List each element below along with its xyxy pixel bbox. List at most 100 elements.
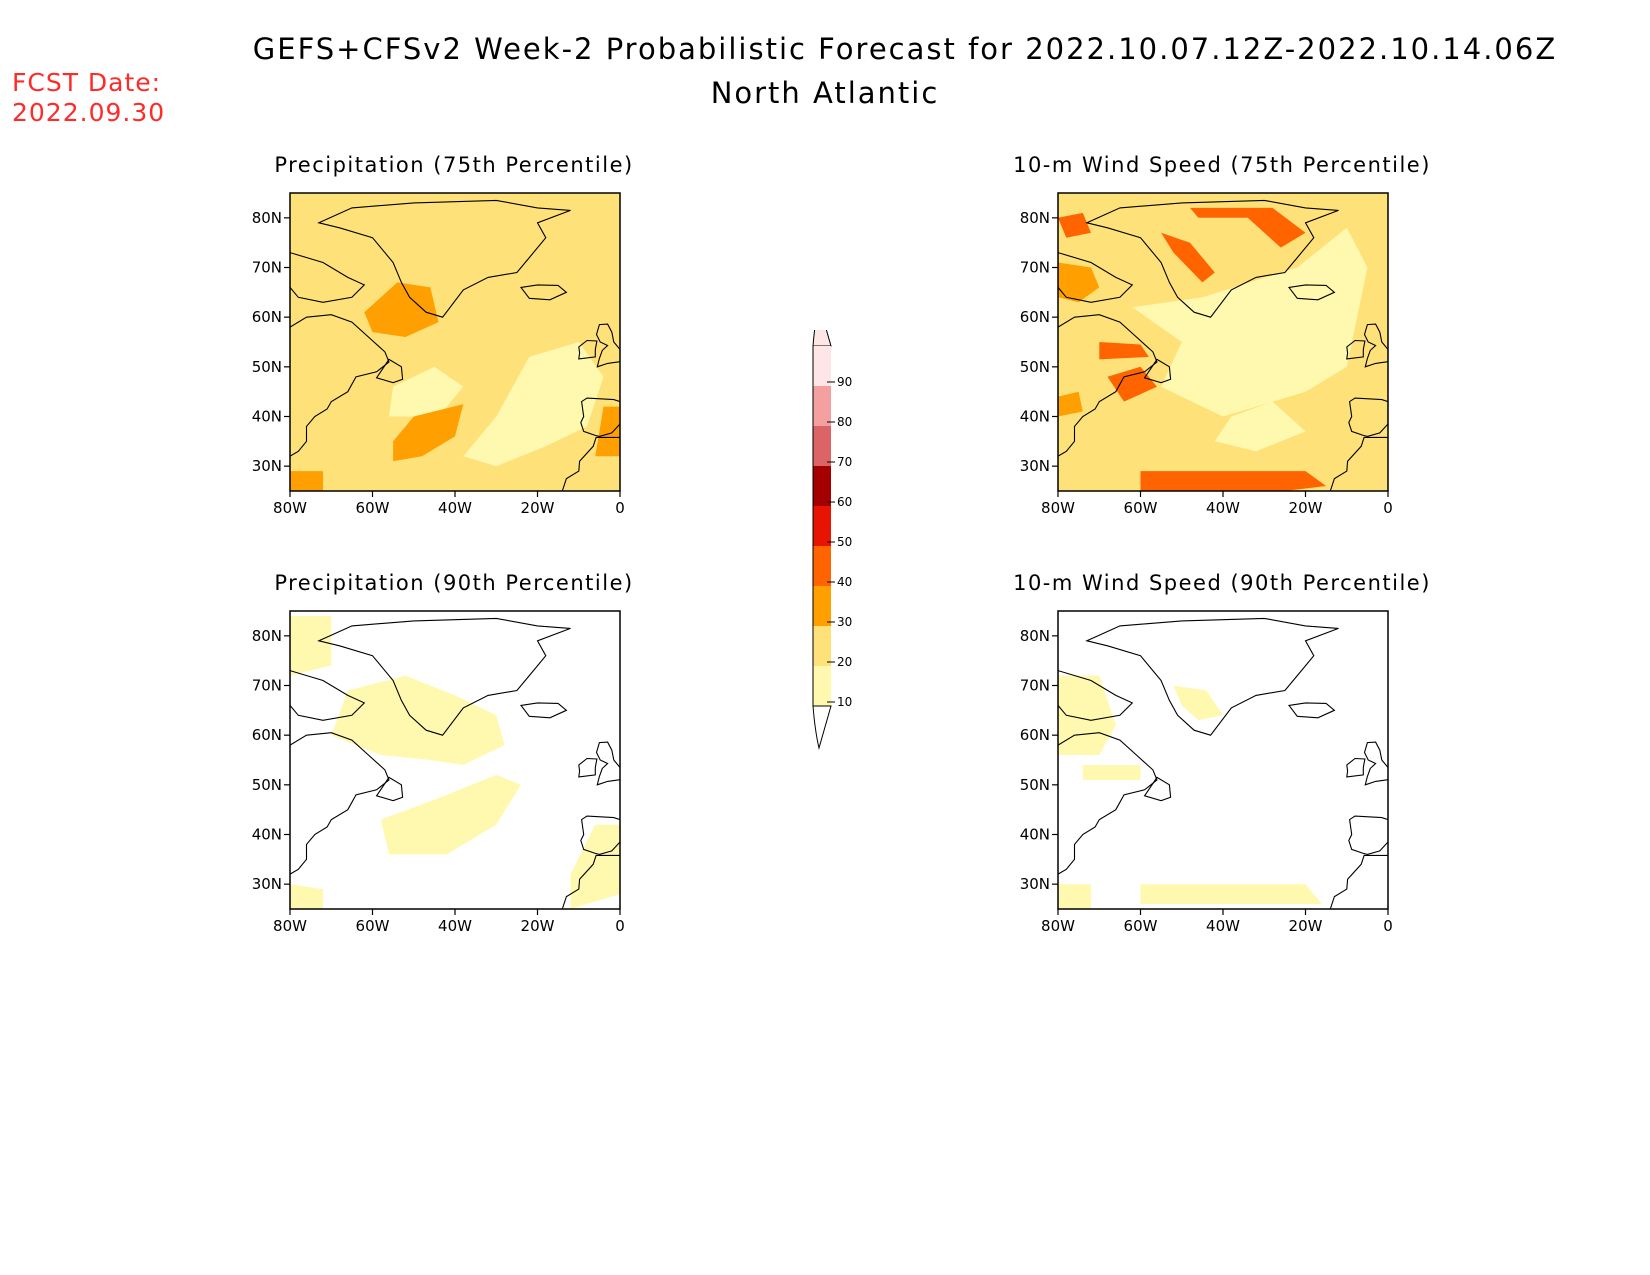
shade-region [1058,391,1083,417]
map-subtitle: North Atlantic [710,76,940,110]
coastline [317,617,571,736]
coastline [1288,284,1336,301]
coastline [1058,314,1158,457]
coastline [290,252,366,303]
lon-label: 60W [356,499,390,517]
coastline [561,436,620,491]
lat-label: 80N [1020,209,1050,227]
lon-label: 80W [1041,499,1075,517]
shade-region [290,471,323,491]
shade-region [380,774,521,855]
shade-region [1058,675,1116,755]
lon-label: 0 [615,499,625,517]
shade-region [1161,232,1215,283]
coastline [1363,323,1388,368]
lon-label: 60W [356,917,390,935]
coastline [1363,741,1388,786]
coastline [290,732,390,875]
lat-label: 40N [1020,826,1050,844]
map-panel-wind75: 80N 70N 60N 50N 40N 30N 80W 60W 40W 20W 0 [1020,192,1393,517]
shade-region [1140,884,1322,904]
coastline [595,741,620,786]
coastline [290,314,390,457]
coastline [1085,617,1339,736]
shade-region [1214,401,1306,452]
shade-region [331,675,505,765]
colorbar-label: 40 [837,575,852,589]
shade-region [463,342,604,467]
colorbar-label: 50 [837,535,852,549]
colorbar-label: 80 [837,415,852,429]
colorbar-label: 60 [837,495,852,509]
coastline [520,702,568,719]
colorbar-swatch [813,466,831,506]
colorbar-swatch [813,506,831,546]
lat-label: 40N [1020,408,1050,426]
lat-label: 60N [1020,308,1050,326]
colorbar-label: 70 [837,455,852,469]
lat-label: 40N [252,826,282,844]
coastline [290,670,366,721]
lat-label: 50N [252,358,282,376]
coastline [595,323,620,368]
lat-label: 60N [1020,726,1050,744]
lon-label: 0 [1383,917,1393,935]
map-panel-wind90: 80N 70N 60N 50N 40N 30N 80W 60W 40W 20W 0 [1020,610,1393,935]
coastline [580,397,620,437]
panel-title-wind90: 10-m Wind Speed (90th Percentile) [1013,571,1431,595]
lat-label: 70N [1020,677,1050,695]
fcst-date-value: 2022.09.30 [12,98,166,127]
lat-label: 30N [1020,875,1050,893]
coastline [1058,732,1158,875]
colorbar-swatch [813,426,831,466]
coastline [317,199,571,318]
lon-label: 0 [615,917,625,935]
coastline [1143,358,1172,384]
coastline [1058,252,1134,303]
colorbar-swatch [813,346,831,386]
lat-label: 80N [1020,627,1050,645]
lon-label: 80W [1041,917,1075,935]
shade-region [1190,207,1306,248]
shade-region [1132,227,1368,417]
coastline [520,284,568,301]
lat-label: 70N [1020,259,1050,277]
lat-label: 80N [252,209,282,227]
lat-label: 50N [252,776,282,794]
colorbar-swatch [813,546,831,586]
shade-region [290,193,620,491]
shade-region [1058,262,1100,303]
shade-region [389,366,464,417]
lat-label: 50N [1020,358,1050,376]
colorbar-swatch [813,626,831,666]
lat-label: 60N [252,308,282,326]
shade-region [290,884,323,909]
lon-label: 20W [1289,499,1323,517]
coastline [375,358,404,384]
coastline [1288,702,1336,719]
shade-region [290,616,332,676]
colorbar-swatch [813,386,831,426]
coastline [1348,397,1388,437]
lat-label: 30N [252,457,282,475]
lat-label: 70N [252,677,282,695]
shade-region [364,282,439,337]
lon-label: 80W [273,499,307,517]
coastline [1085,199,1339,318]
colorbar-swatch [813,666,831,706]
lon-label: 20W [1289,917,1323,935]
shade-region [1058,884,1091,909]
lon-label: 40W [1206,499,1240,517]
panel-title-precip90: Precipitation (90th Percentile) [274,571,634,595]
lat-label: 60N [252,726,282,744]
coastline [1346,757,1366,778]
lat-label: 50N [1020,776,1050,794]
coastline [580,815,620,855]
coastline [1329,436,1388,491]
colorbar-label: 20 [837,655,852,669]
colorbar-label: 90 [837,375,852,389]
shade-region [1140,471,1327,491]
panel-title-wind75: 10-m Wind Speed (75th Percentile) [1013,153,1431,177]
shade-region [1107,366,1157,402]
colorbar-label: 10 [837,695,852,709]
